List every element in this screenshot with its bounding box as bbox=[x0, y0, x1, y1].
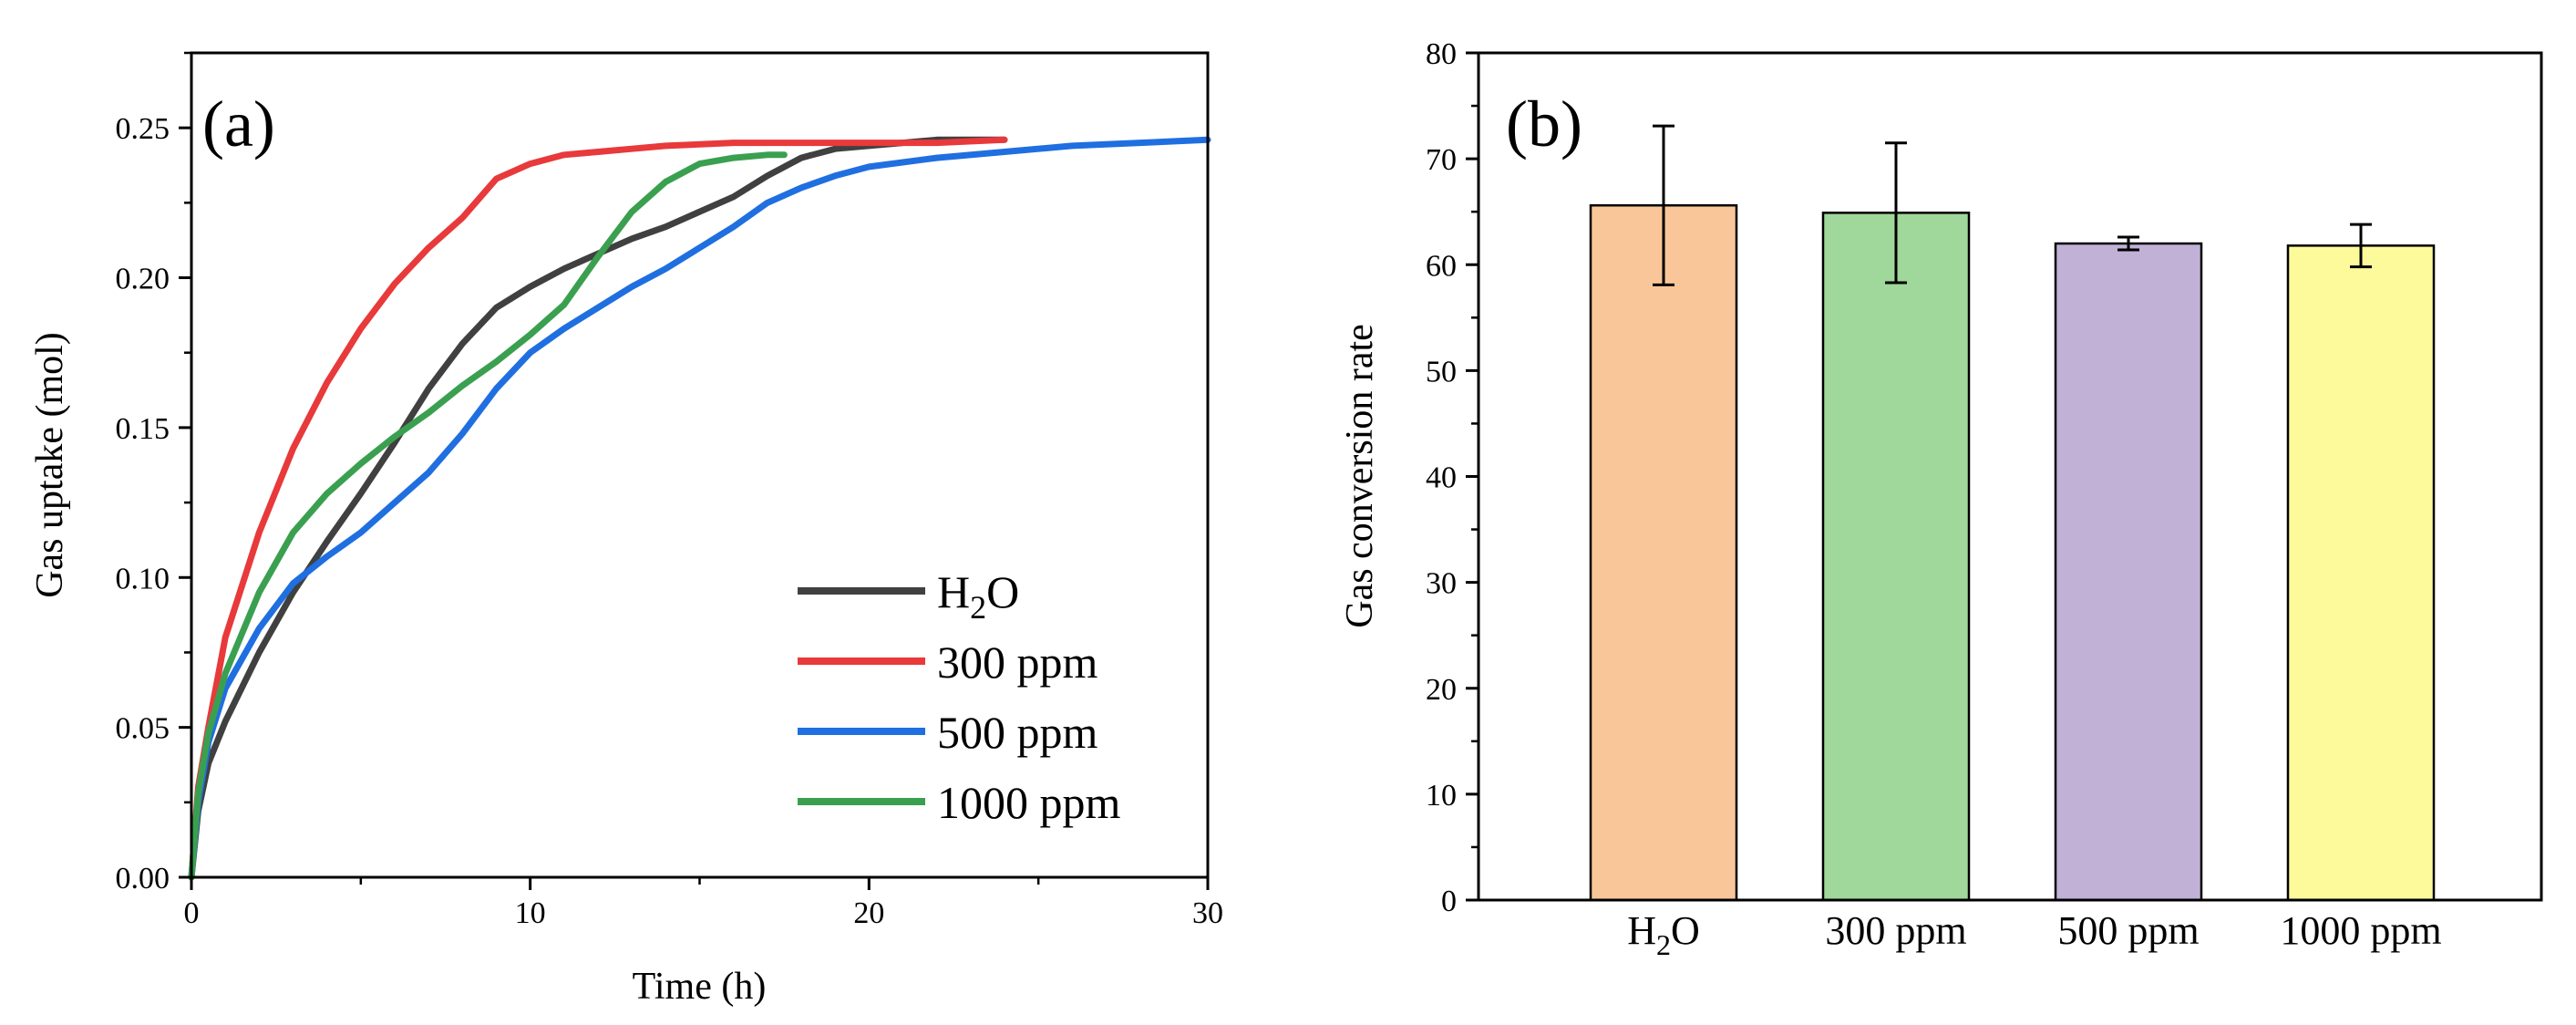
y-axis-label: Gas uptake (mol) bbox=[29, 332, 71, 598]
series-line-1 bbox=[188, 136, 1008, 881]
y-tick-label: 70 bbox=[1426, 143, 1457, 177]
x-category-label-2: 500 ppm bbox=[2057, 908, 2199, 953]
legend-label-2: 500 ppm bbox=[937, 707, 1098, 758]
x-tick-label: 0 bbox=[184, 896, 200, 930]
series-line-0 bbox=[188, 136, 1008, 881]
x-category-label-0: H2O bbox=[1627, 908, 1700, 961]
y-tick-label: 20 bbox=[1426, 673, 1457, 707]
legend-label-3: 1000 ppm bbox=[937, 777, 1121, 828]
y-tick-label: 40 bbox=[1426, 461, 1457, 495]
y-axis-label: Gas conversion rate bbox=[1339, 324, 1381, 628]
x-axis-category-labels: H2O 300 ppm 500 ppm 1000 ppm bbox=[1627, 908, 2441, 961]
y-tick-label: 50 bbox=[1426, 355, 1457, 388]
x-category-label-1: 300 ppm bbox=[1825, 908, 1966, 953]
legend: H2O 300 ppm 500 ppm 1000 ppm bbox=[798, 566, 1121, 828]
bar-1 bbox=[1821, 212, 1971, 902]
bar-0 bbox=[1589, 203, 1738, 902]
series-line-3 bbox=[188, 151, 788, 881]
series-line-2 bbox=[188, 136, 1211, 881]
y-tick-label: 0.00 bbox=[116, 862, 170, 896]
legend-label-0: H2O bbox=[937, 566, 1019, 626]
y-tick-label: 0 bbox=[1441, 885, 1457, 918]
x-axis-ticks: 0 10 20 30 bbox=[184, 877, 1223, 930]
x-tick-label: 10 bbox=[515, 896, 546, 930]
error-bar-group bbox=[1653, 124, 2372, 286]
panel-b-bar-chart: 0 10 20 30 40 50 60 70 80 H2O 300 ppm 500 ppm 1000 … bbox=[1339, 37, 2543, 961]
y-tick-label: 10 bbox=[1426, 779, 1457, 813]
x-tick-label: 30 bbox=[1192, 896, 1223, 930]
bar-3 bbox=[2286, 244, 2436, 902]
panel-b-label: (b) bbox=[1506, 88, 1582, 160]
x-axis-label: Time (h) bbox=[633, 966, 767, 1008]
x-category-label-3: 1000 ppm bbox=[2280, 908, 2441, 953]
y-tick-label: 0.05 bbox=[116, 712, 170, 746]
panel-a-line-chart: 0 10 20 30 0.00 0.05 0.10 0.15 0.20 0.25 (a) Tim… bbox=[29, 51, 1223, 1008]
line-series-group bbox=[188, 136, 1211, 881]
bar-group bbox=[1589, 203, 2436, 902]
bar-2 bbox=[2054, 242, 2203, 902]
y-tick-label: 0.20 bbox=[116, 263, 170, 296]
y-tick-label: 0.15 bbox=[116, 412, 170, 446]
y-tick-label: 60 bbox=[1426, 249, 1457, 283]
y-axis-ticks: 0 10 20 30 40 50 60 70 80 bbox=[1426, 37, 1479, 918]
y-tick-label: 80 bbox=[1426, 37, 1457, 71]
legend-label-1: 300 ppm bbox=[937, 637, 1098, 688]
y-tick-label: 30 bbox=[1426, 567, 1457, 601]
x-tick-label: 20 bbox=[853, 896, 884, 930]
panel-a-label: (a) bbox=[202, 88, 275, 160]
y-tick-label: 0.25 bbox=[116, 112, 170, 146]
y-tick-label: 0.10 bbox=[116, 562, 170, 595]
y-axis-ticks: 0.00 0.05 0.10 0.15 0.20 0.25 bbox=[116, 51, 191, 896]
